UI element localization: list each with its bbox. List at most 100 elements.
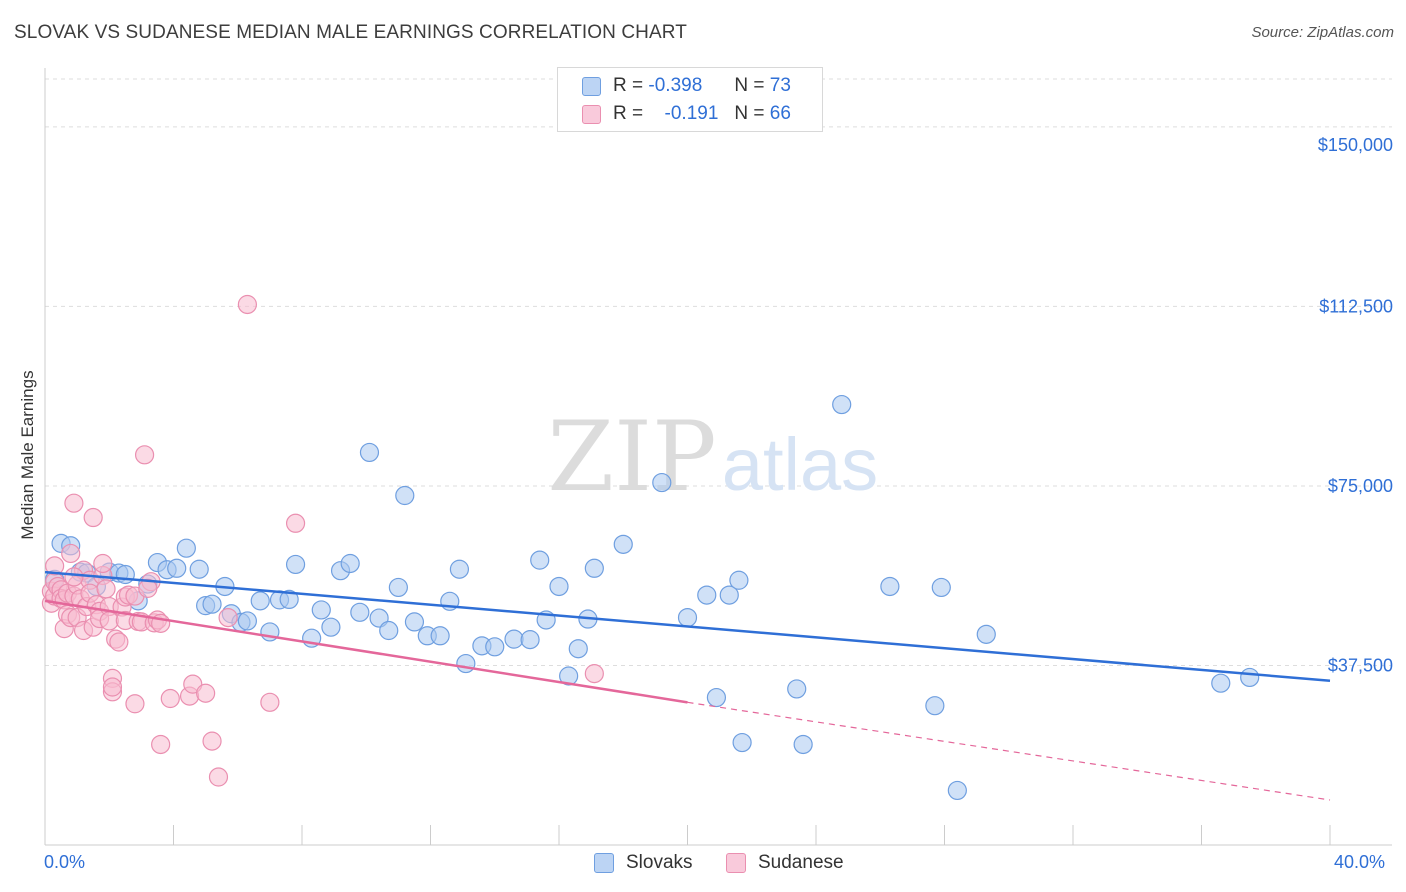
- watermark-atlas: atlas: [722, 423, 878, 506]
- y-tick-labels: $37,500 $75,000 $112,500 $150,000: [1318, 135, 1393, 676]
- point-sudanese: [260, 692, 280, 712]
- legend-r-value-slovaks: -0.398: [648, 75, 703, 96]
- point-slovaks: [832, 394, 852, 415]
- legend-r-value-sudanese: -0.191: [664, 103, 719, 124]
- point-sudanese: [237, 294, 257, 315]
- point-sudanese: [99, 611, 119, 631]
- point-slovaks: [976, 624, 996, 644]
- point-slovaks: [880, 576, 900, 597]
- legend-n-label: N =: [734, 75, 765, 96]
- point-slovaks: [250, 591, 270, 611]
- legend-n-value-slovaks: 73: [769, 75, 791, 96]
- point-slovaks: [652, 472, 672, 493]
- point-sudanese: [202, 731, 222, 751]
- point-slovaks: [430, 626, 450, 646]
- point-slovaks: [388, 577, 408, 598]
- trend-line-slovaks: [44, 570, 1331, 683]
- grid-lines: [45, 78, 1392, 666]
- data-points: [41, 294, 1260, 801]
- point-sudanese: [196, 683, 216, 703]
- point-sudanese: [208, 767, 229, 787]
- point-slovaks: [1240, 667, 1260, 688]
- point-slovaks: [706, 687, 727, 708]
- trend-line-sudanese-extension: [687, 701, 1331, 801]
- point-slovaks: [456, 653, 476, 674]
- point-slovaks: [520, 630, 540, 650]
- watermark: ZIP atlas: [547, 401, 878, 513]
- point-slovaks: [202, 594, 222, 614]
- y-tick-label: $37,500: [1328, 655, 1393, 675]
- y-tick-label: $150,000: [1318, 135, 1393, 155]
- bottom-legend-slovaks: Slovaks: [594, 852, 693, 874]
- trend-lines: [44, 570, 1331, 801]
- point-slovaks: [504, 629, 524, 649]
- point-slovaks: [395, 485, 415, 506]
- point-slovaks: [449, 559, 470, 579]
- point-sudanese: [151, 734, 171, 755]
- point-slovaks: [237, 611, 257, 631]
- legend-row-slovaks: R = -0.398 N = 73: [582, 73, 791, 99]
- bottom-legend-swatch-sudanese: [726, 853, 746, 873]
- point-slovaks: [677, 607, 698, 628]
- point-sudanese: [138, 578, 158, 598]
- point-slovaks: [732, 732, 752, 753]
- point-sudanese: [64, 567, 84, 587]
- point-slovaks: [485, 637, 505, 657]
- source-label: Source: ZipAtlas.com: [1251, 24, 1394, 41]
- legend-swatch-sudanese: [582, 104, 601, 124]
- bottom-legend-swatch-slovaks: [594, 853, 614, 873]
- legend: R = -0.398 N = 73 R = -0.191 N = 66: [557, 67, 823, 132]
- watermark-zip: ZIP: [547, 401, 716, 513]
- point-slovaks: [584, 558, 604, 578]
- point-slovaks: [340, 553, 360, 574]
- legend-n-label: N =: [734, 103, 765, 124]
- point-sudanese: [102, 677, 123, 697]
- x-tick-label-max: 40.0%: [1334, 852, 1386, 872]
- point-slovaks: [931, 577, 951, 598]
- point-sudanese: [64, 493, 84, 513]
- point-slovaks: [947, 780, 967, 801]
- point-slovaks: [359, 442, 380, 463]
- point-slovaks: [311, 600, 331, 620]
- point-slovaks: [115, 564, 135, 585]
- point-slovaks: [350, 602, 370, 622]
- point-slovaks: [176, 538, 196, 558]
- bottom-legend-sudanese: Sudanese: [726, 852, 844, 874]
- point-slovaks: [568, 639, 588, 659]
- point-sudanese: [96, 579, 116, 599]
- point-sudanese: [584, 664, 604, 684]
- point-sudanese: [285, 513, 306, 533]
- bottom-legend: Slovaks Sudanese: [0, 852, 1406, 876]
- point-sudanese: [218, 607, 238, 628]
- point-slovaks: [729, 570, 749, 590]
- point-sudanese: [93, 553, 113, 574]
- point-slovaks: [279, 589, 299, 610]
- point-slovaks: [697, 585, 717, 605]
- legend-r-label: R =: [613, 75, 644, 96]
- point-sudanese: [45, 556, 65, 576]
- point-sudanese: [125, 694, 145, 714]
- point-slovaks: [404, 612, 425, 632]
- point-slovaks: [719, 585, 739, 605]
- point-slovaks: [189, 559, 209, 579]
- legend-swatch-slovaks: [582, 76, 601, 96]
- point-slovaks: [559, 666, 579, 686]
- point-slovaks: [379, 620, 399, 641]
- point-slovaks: [613, 534, 633, 554]
- legend-r-label: R =: [613, 103, 644, 124]
- point-slovaks: [1211, 673, 1231, 693]
- point-slovaks: [321, 617, 341, 637]
- point-sudanese: [83, 507, 103, 528]
- point-sudanese: [61, 543, 81, 564]
- point-slovaks: [549, 576, 569, 597]
- trend-line-sudanese: [44, 599, 688, 704]
- legend-n-value-sudanese: 66: [769, 103, 791, 124]
- point-sudanese: [109, 632, 129, 652]
- point-slovaks: [793, 734, 813, 755]
- point-slovaks: [787, 679, 807, 699]
- bottom-legend-label-slovaks: Slovaks: [626, 852, 693, 873]
- axes: [44, 68, 1392, 846]
- point-slovaks: [925, 696, 945, 716]
- point-slovaks: [285, 554, 306, 575]
